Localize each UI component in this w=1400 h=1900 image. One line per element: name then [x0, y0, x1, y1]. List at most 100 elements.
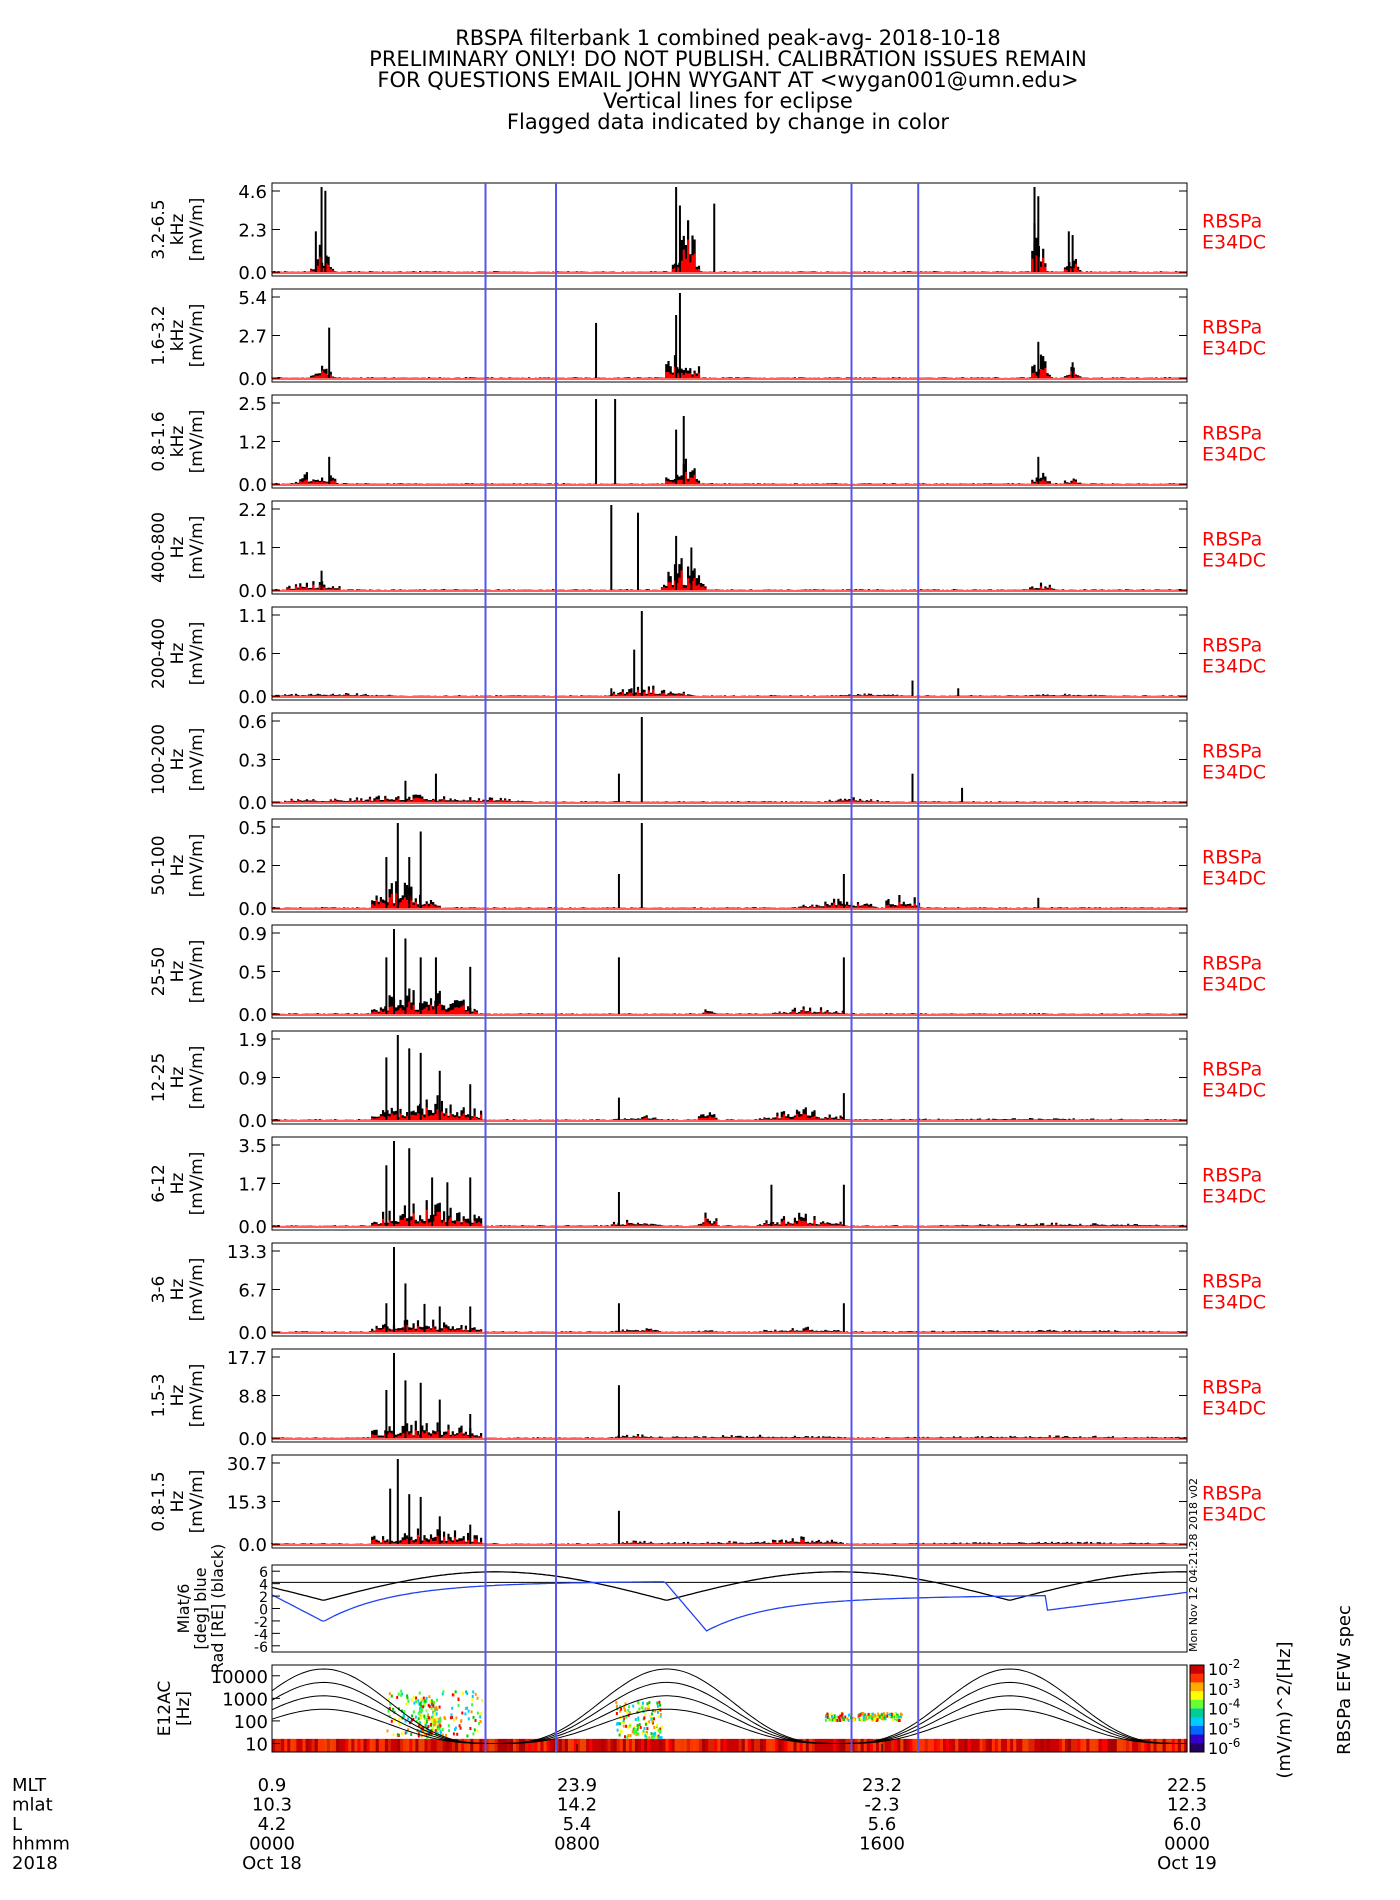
panel-right-label: RBSPa [1202, 317, 1262, 339]
spec-low-band [369, 1738, 374, 1752]
spec-speckle [407, 1699, 410, 1703]
spec-speckle [883, 1712, 885, 1716]
x-tick-label: -2.3 [864, 1795, 899, 1816]
panel-right-label: E34DC [1202, 1080, 1266, 1102]
x-tick-label: 14.2 [557, 1795, 597, 1816]
y-axis-label-line: [mV/m] [187, 940, 207, 1004]
spec-low-band [778, 1738, 782, 1752]
spec-speckle [448, 1729, 450, 1733]
spec-speckle [878, 1715, 881, 1719]
spec-speckle [450, 1713, 453, 1717]
spec-low-band [272, 1738, 276, 1752]
spec-low-band [320, 1738, 325, 1752]
spec-low-band [1156, 1738, 1161, 1752]
spec-low-band [692, 1738, 697, 1752]
spec-speckle [434, 1720, 437, 1724]
spec-speckle [436, 1718, 438, 1722]
spec-speckle [432, 1704, 435, 1708]
spec-low-band [943, 1738, 947, 1752]
spec-speckle [886, 1712, 889, 1716]
spec-low-band [696, 1738, 700, 1752]
spec-low-band [299, 1738, 303, 1752]
spec-speckle [876, 1716, 879, 1719]
colorbar-segment [1190, 1725, 1204, 1736]
y-tick-label: 0.9 [238, 924, 267, 945]
y-axis-label-line: [mV/m] [187, 834, 207, 898]
spec-speckle [426, 1709, 429, 1713]
spec-low-band [970, 1738, 975, 1752]
spec-speckle [402, 1714, 405, 1718]
y-axis-label: 3.2-6.5kHz[mV/m] [149, 198, 207, 262]
x-tick-label: 23.9 [557, 1775, 597, 1796]
spec-low-band [403, 1738, 407, 1752]
spec-speckle [433, 1719, 436, 1723]
spec-low-band [394, 1738, 398, 1752]
spec-low-band [534, 1738, 538, 1752]
spec-speckle [859, 1717, 862, 1721]
spec-speckle [658, 1714, 661, 1718]
spec-speckle [833, 1718, 836, 1722]
x-tick-label: 10.3 [252, 1795, 292, 1816]
spec-speckle [650, 1712, 653, 1716]
spec-low-band [967, 1738, 971, 1752]
spec-low-band [415, 1738, 419, 1752]
spec-low-band [1168, 1738, 1173, 1752]
spec-low-band [821, 1738, 825, 1752]
spec-speckle [654, 1731, 657, 1735]
spec-speckle [869, 1713, 872, 1716]
spec-speckle [824, 1718, 827, 1722]
spec-low-band [485, 1738, 490, 1752]
colorbar-segment [1190, 1665, 1204, 1675]
spec-speckle [654, 1734, 657, 1737]
spec-low-band [940, 1738, 944, 1752]
spec-speckle [622, 1724, 625, 1728]
spec-low-band [894, 1738, 898, 1752]
spec-low-band [674, 1738, 679, 1752]
spec-low-band [708, 1738, 712, 1752]
spec-low-band [824, 1738, 828, 1752]
spec-low-band [729, 1738, 734, 1752]
colorbar-label: (mV/m)^2/[Hz] [1274, 1641, 1295, 1778]
spec-speckle [633, 1725, 636, 1729]
spec-low-band [921, 1738, 926, 1752]
spec-speckle [839, 1719, 842, 1722]
spec-low-band [659, 1738, 663, 1752]
spec-low-band [912, 1738, 917, 1752]
spec-speckle [418, 1691, 421, 1695]
spec-low-band [601, 1738, 605, 1752]
colorbar-segment [1190, 1673, 1204, 1683]
spec-speckle [400, 1693, 403, 1697]
avg-series [273, 1324, 1186, 1332]
y-tick-label: 2.2 [238, 500, 267, 521]
spec-speckle [638, 1707, 641, 1711]
spec-low-band [628, 1738, 633, 1752]
spec-speckle [392, 1707, 395, 1711]
panel-frame [271, 182, 1188, 277]
spec-speckle [461, 1711, 464, 1715]
spec-low-band [570, 1738, 575, 1752]
spec-low-band [372, 1738, 377, 1752]
title-line: RBSPA filterbank 1 combined peak-avg- 20… [455, 26, 1001, 50]
spec-speckle [616, 1722, 619, 1726]
x-tick-label: 0000 [1164, 1834, 1210, 1855]
spec-speckle [423, 1716, 426, 1720]
y-tick-label: 0.0 [238, 687, 267, 708]
spec-low-band [1171, 1738, 1176, 1752]
spec-speckle [625, 1715, 628, 1719]
spec-low-band [296, 1738, 300, 1752]
spec-low-band [845, 1738, 849, 1752]
spec-low-band [464, 1738, 468, 1752]
y-axis-label-line: [mV/m] [187, 304, 207, 368]
spec-low-band [616, 1738, 621, 1752]
spec-speckle [476, 1696, 479, 1700]
spec-low-band [720, 1738, 724, 1752]
spec-low-band [997, 1738, 1002, 1752]
y-tick-label: 0 [259, 1603, 268, 1619]
spec-speckle [417, 1724, 420, 1728]
spec-speckle [454, 1690, 457, 1694]
ephem-y-label: Mlat/6[deg] blueRad [RE] (black) [174, 1544, 227, 1674]
spec-speckle [858, 1718, 861, 1721]
spec-low-band [818, 1738, 822, 1752]
spec-speckle [387, 1709, 390, 1713]
spec-low-band [1049, 1738, 1054, 1752]
